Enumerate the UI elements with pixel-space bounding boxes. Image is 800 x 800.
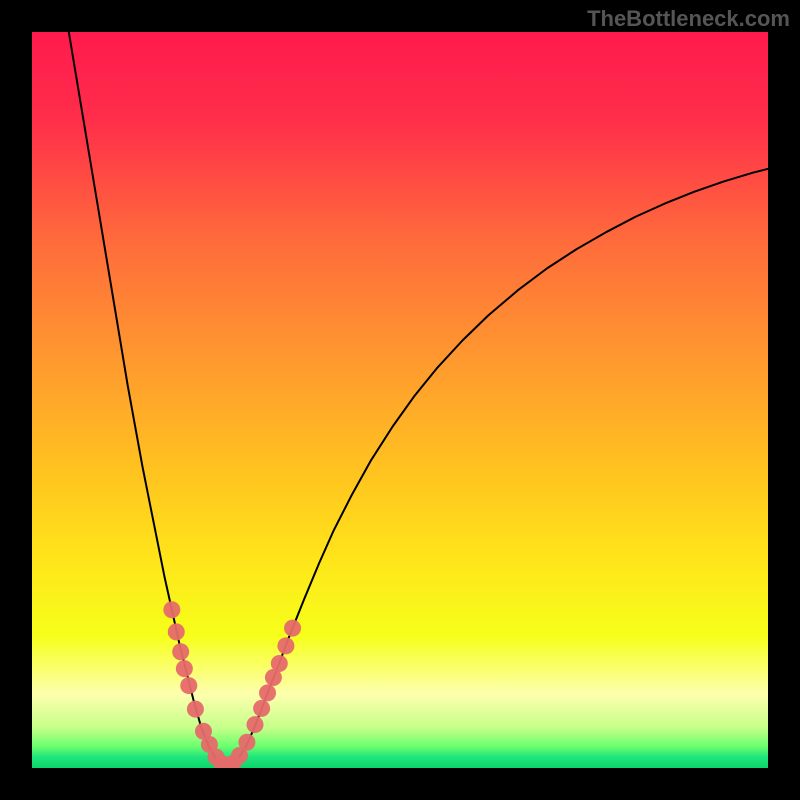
- data-point: [176, 660, 193, 677]
- data-point: [277, 637, 294, 654]
- data-point: [168, 623, 185, 640]
- data-point: [271, 655, 288, 672]
- data-point: [180, 677, 197, 694]
- data-point: [163, 601, 180, 618]
- plot-svg: [32, 32, 768, 768]
- data-point: [253, 700, 270, 717]
- chart-container: TheBottleneck.com: [0, 0, 800, 800]
- data-point: [284, 620, 301, 637]
- data-point: [238, 734, 255, 751]
- watermark-text: TheBottleneck.com: [587, 6, 790, 32]
- gradient-background: [32, 32, 768, 768]
- data-point: [259, 684, 276, 701]
- plot-area: [32, 32, 768, 768]
- data-point: [247, 716, 264, 733]
- data-point: [172, 643, 189, 660]
- data-point: [187, 701, 204, 718]
